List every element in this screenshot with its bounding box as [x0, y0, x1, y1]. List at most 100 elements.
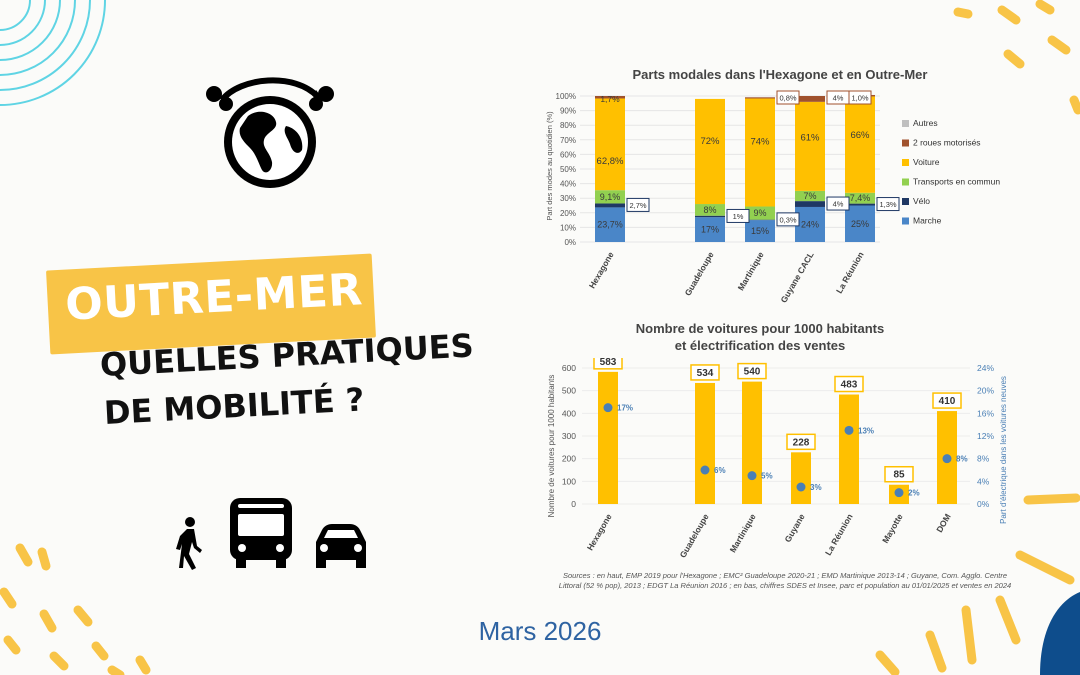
chart1-data-label: 8%: [703, 205, 716, 215]
chart2-value-label: 228: [793, 437, 810, 448]
chart1-category-label: Guyane CACL: [778, 250, 815, 304]
chart1-data-label: 17%: [701, 225, 719, 235]
chart2-ytick: 100: [562, 476, 576, 486]
chart2-electric-point: [844, 425, 854, 435]
chart2-category-label: Guyane: [782, 512, 806, 544]
chart1-ytick: 100%: [556, 92, 576, 101]
publication-date: Mars 2026: [478, 616, 602, 646]
chart1-ytick: 10%: [560, 223, 576, 232]
chart2-value-label: 540: [744, 367, 761, 378]
chart1-moto-label-box: [848, 90, 872, 105]
chart2-value-box: [932, 392, 962, 409]
chart1-data-label: 74%: [750, 137, 770, 148]
chart2-electric-label: 8%: [956, 455, 968, 464]
chart1-data-label: 62,8%: [597, 156, 624, 167]
chart1-legend-swatch: [902, 120, 909, 127]
chart2-value-label: 483: [841, 380, 858, 391]
chart1-bar-segment: [695, 215, 725, 218]
modal-share-chart: Part des modes au quotidien (%) 0% 10% 20%…: [545, 90, 1000, 304]
chart1-bar-segment: [745, 206, 775, 220]
chart2-electric-label: 13%: [858, 426, 874, 435]
chart2-bar: [791, 452, 811, 504]
chart1-ytick: 20%: [560, 209, 576, 218]
chart2-value-box: [690, 364, 720, 381]
chart2-ytick: 200: [562, 454, 576, 464]
chart1-data-label: 0,3%: [779, 215, 796, 224]
chart2-category-label: DOM: [934, 512, 953, 534]
chart1-bar-segment: [595, 98, 625, 191]
sources-note: Sources : en haut, EMP 2019 pour l'Hexag…: [540, 571, 1030, 591]
chart1-legend-swatch: [902, 217, 909, 225]
chart1-bar-segment: [695, 98, 725, 205]
chart1-data-label: 1,0%: [851, 94, 868, 103]
chart1-legend-label: Vélo: [913, 196, 930, 206]
chart2-y2tick: 8%: [977, 454, 990, 464]
chart1-data-label: 66%: [850, 130, 870, 141]
chart1-data-label: 24%: [801, 219, 819, 229]
chart1-ytick: 90%: [560, 107, 576, 116]
chart1-legend-label: 2 roues motorisés: [913, 138, 981, 148]
chart2-ylabel: Nombre de voitures pour 1000 habitants: [547, 375, 556, 518]
chart1-legend-label: Marche: [913, 216, 942, 226]
chart1-ytick: 70%: [560, 136, 576, 145]
chart1-legend-label: Autres: [913, 118, 938, 128]
chart2-ytick: 300: [562, 431, 576, 441]
chart2-ytick: 0: [571, 499, 576, 509]
chart1-bar-segment: [795, 190, 825, 202]
chart1-ytick: 0%: [564, 238, 576, 247]
chart2-electric-point: [747, 471, 757, 481]
chart1-bike-label-box: [776, 212, 800, 227]
chart1-bar-segment: [845, 203, 875, 206]
chart1-bar-segment: [795, 96, 825, 102]
chart2-y2tick: 16%: [977, 408, 994, 418]
chart2-subtitle: et électrification des ventes: [674, 338, 846, 353]
chart2-title-block: Nombre de voitures pour 1000 habitants e…: [580, 320, 940, 354]
chart1-legend-swatch: [902, 139, 909, 147]
chart2-y2tick: 4%: [977, 476, 990, 486]
chart1-bar-segment: [795, 206, 825, 242]
chart1-bar-segment: [845, 192, 875, 204]
chart1-bar-segment: [845, 205, 875, 242]
chart1-data-label: 7%: [803, 191, 816, 201]
chart2-value-label: 410: [939, 396, 956, 407]
chart1-bar-segment: [845, 96, 875, 193]
chart2-value-box: [737, 362, 767, 380]
chart2-y2tick: 0%: [977, 499, 990, 509]
chart1-legend-swatch: [902, 198, 909, 205]
chart1-bike-label-box: [626, 197, 650, 212]
chart2-electric-point: [894, 488, 904, 498]
chart1-data-label: 7,4%: [850, 193, 871, 203]
chart1-bike-label-box: [826, 196, 850, 211]
chart2-category-label: Martinique: [728, 512, 758, 554]
chart2-category-label: Guadeloupe: [678, 512, 711, 560]
chart1-data-label: 23,7%: [597, 220, 623, 230]
chart2-y2tick: 12%: [977, 431, 994, 441]
chart1-legend-swatch: [902, 178, 909, 186]
chart2-electric-point: [700, 465, 710, 475]
chart2-bar: [695, 382, 715, 504]
chart1-bike-label-box: [726, 208, 750, 223]
chart2-electric-point: [796, 482, 806, 492]
chart2-electric-label: 2%: [908, 489, 920, 498]
chart1-bar-segment: [745, 98, 775, 207]
chart1-ytick: 30%: [560, 194, 576, 203]
chart1-data-label: 4%: [833, 200, 844, 209]
bus-icon: [230, 498, 292, 568]
chart1-bar-segment: [795, 101, 825, 191]
chart2-electric-label: 17%: [617, 404, 633, 413]
transport-icons: [176, 498, 366, 570]
cars-per-1000-chart: Nombre de voitures pour 1000 habitants P…: [547, 358, 1008, 560]
chart1-ytick: 50%: [560, 165, 576, 174]
chart2-electric-label: 3%: [810, 483, 822, 492]
chart2-electric-point: [603, 403, 613, 413]
chart2-value-label: 534: [697, 368, 714, 379]
chart1-data-label: 1%: [733, 212, 744, 221]
chart2-value-label: 85: [893, 470, 905, 481]
chart2-value-box: [884, 465, 914, 483]
chart2-electric-label: 5%: [761, 472, 773, 481]
chart1-category-label: Hexagone: [587, 250, 616, 290]
chart1-bar-segment: [745, 97, 775, 99]
chart1-data-label: 9%: [753, 208, 766, 218]
